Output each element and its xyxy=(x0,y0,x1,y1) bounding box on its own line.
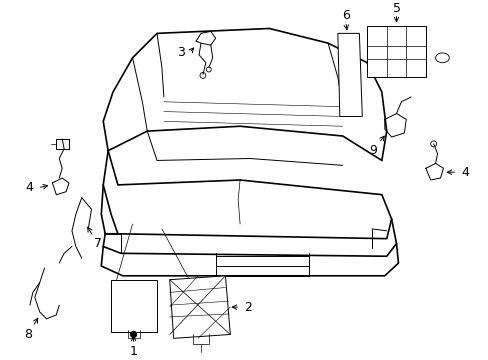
Polygon shape xyxy=(337,33,362,116)
Text: 6: 6 xyxy=(341,9,349,22)
Polygon shape xyxy=(111,280,157,332)
Text: 4: 4 xyxy=(25,181,33,194)
Text: 5: 5 xyxy=(392,3,400,15)
Text: 8: 8 xyxy=(24,328,32,341)
Text: 2: 2 xyxy=(244,301,251,314)
Polygon shape xyxy=(366,26,425,77)
Text: 4: 4 xyxy=(460,166,468,179)
Text: 9: 9 xyxy=(368,144,376,157)
Text: 1: 1 xyxy=(129,345,137,357)
Polygon shape xyxy=(169,276,230,338)
Text: 3: 3 xyxy=(177,46,185,59)
Circle shape xyxy=(130,332,136,337)
Text: 7: 7 xyxy=(94,237,102,250)
